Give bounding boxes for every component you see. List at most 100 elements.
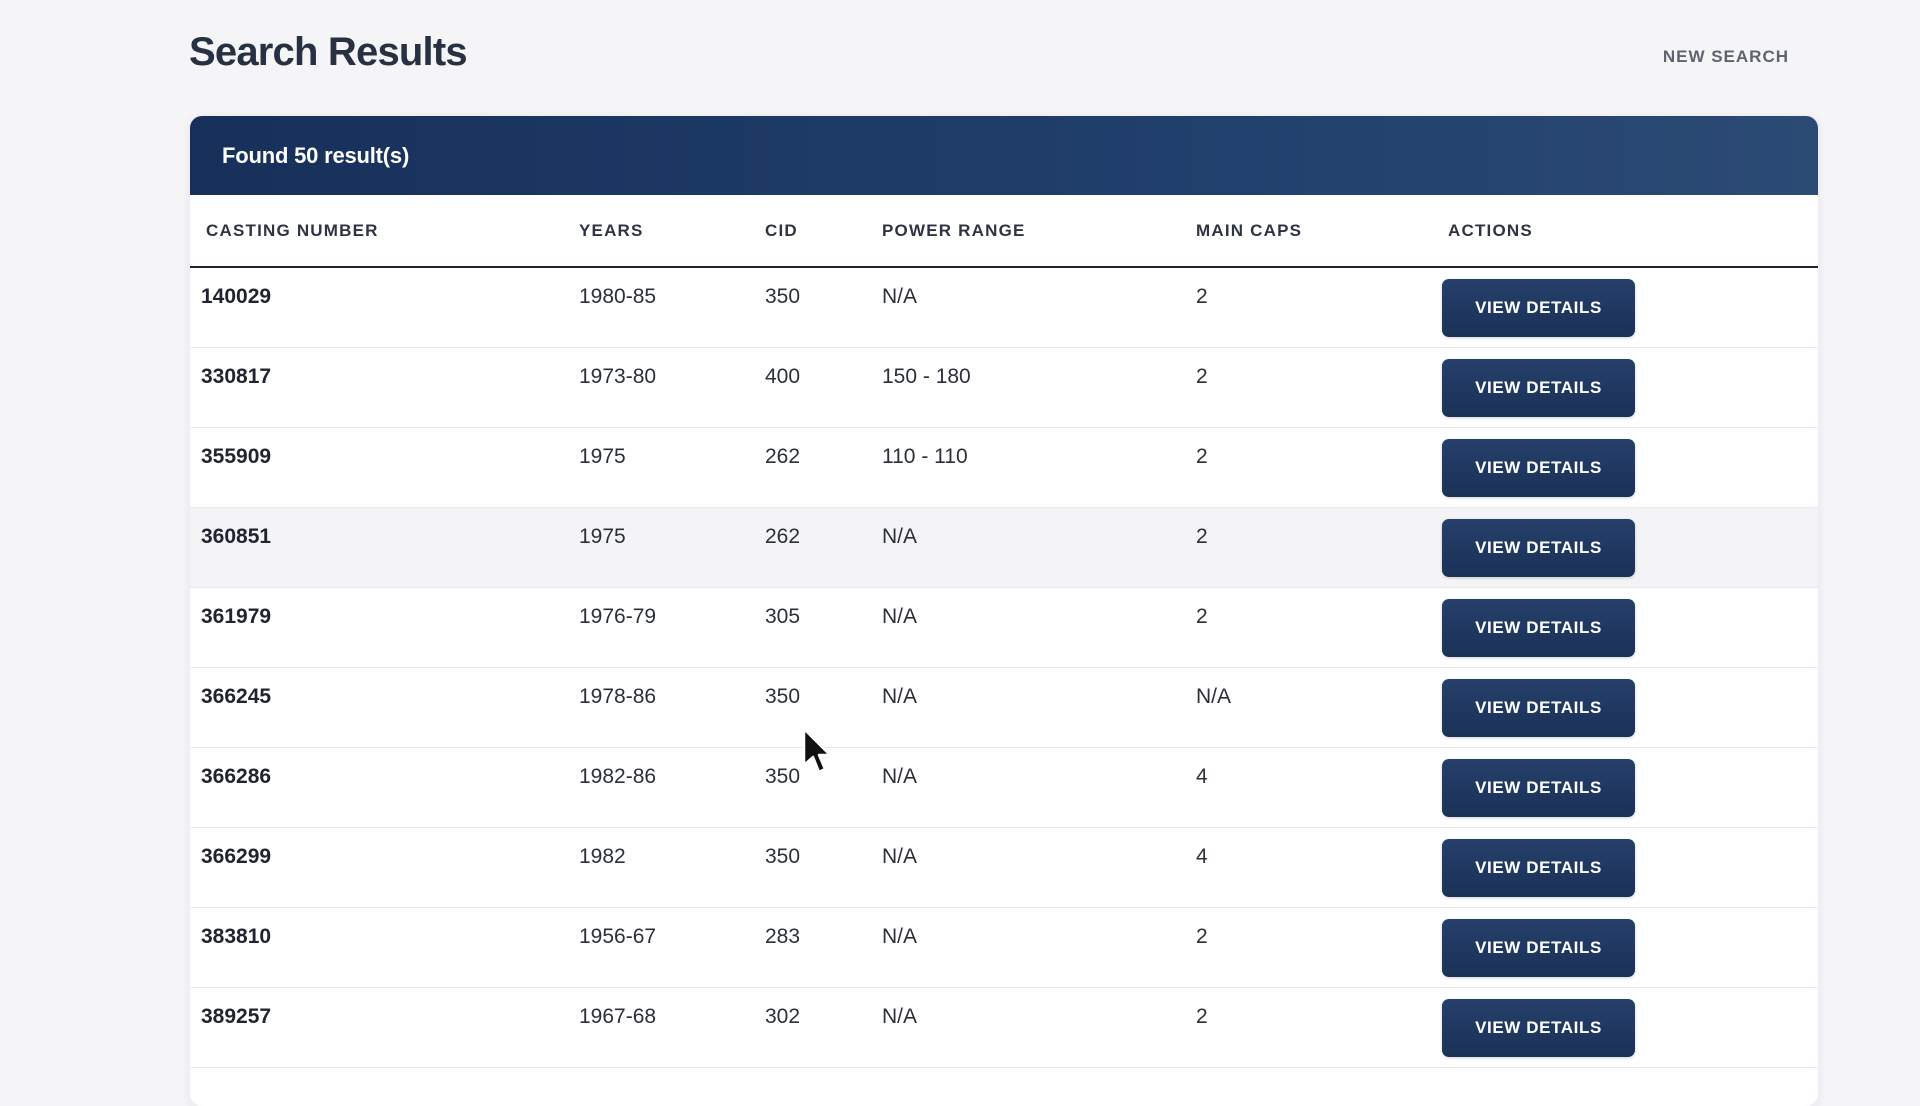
view-details-button[interactable]: VIEW DETAILS	[1442, 758, 1635, 817]
years-cell-text: 1982	[579, 845, 626, 868]
actions-cell: VIEW DETAILS	[1442, 587, 1818, 668]
years-cell: 1967-68	[579, 987, 765, 1068]
power-range-cell-text: N/A	[882, 925, 918, 948]
casting-number-cell: 366286	[190, 747, 579, 828]
result-count: Found 50 result(s)	[222, 142, 410, 168]
main-caps-cell: 4	[1196, 747, 1448, 828]
column-header-power-range: POWER RANGE	[882, 195, 1196, 268]
power-range-cell: N/A	[882, 987, 1196, 1068]
main-caps-cell: 4	[1196, 827, 1448, 908]
cid-cell-text: 350	[765, 845, 801, 868]
column-header-cid: CID	[765, 195, 882, 268]
table-row: 383810 1956-67 283 N/A 2 VIEW DETAILS	[190, 907, 1818, 988]
actions-cell: VIEW DETAILS	[1442, 507, 1818, 588]
power-range-cell: N/A	[882, 667, 1196, 748]
cid-cell: 350	[765, 747, 882, 828]
years-cell: 1975	[579, 427, 765, 508]
casting-number-cell-text: 140029	[201, 285, 272, 308]
casting-number-cell: 383810	[190, 907, 579, 988]
years-cell-text: 1975	[579, 525, 626, 548]
power-range-cell: 110 - 110	[882, 427, 1196, 508]
new-search-link[interactable]: NEW SEARCH	[1662, 47, 1789, 66]
view-details-button[interactable]: VIEW DETAILS	[1442, 358, 1635, 417]
main-caps-cell: 2	[1196, 427, 1448, 508]
cid-cell: 262	[765, 427, 882, 508]
power-range-cell-text: N/A	[882, 685, 918, 708]
years-cell: 1975	[579, 507, 765, 588]
view-details-button[interactable]: VIEW DETAILS	[1442, 518, 1635, 577]
years-cell: 1980-85	[579, 267, 765, 348]
casting-number-cell-text: 355909	[201, 445, 272, 468]
cid-cell: 262	[765, 507, 882, 588]
main-caps-cell: 2	[1196, 267, 1448, 348]
casting-number-cell-text: 360851	[201, 525, 272, 548]
years-cell-text: 1978-86	[579, 685, 657, 708]
actions-cell: VIEW DETAILS	[1442, 747, 1818, 828]
cid-cell: 350	[765, 267, 882, 348]
main-caps-cell-text: 2	[1196, 365, 1208, 388]
cid-cell: 283	[765, 907, 882, 988]
years-cell-text: 1975	[579, 445, 626, 468]
main-caps-cell-text: N/A	[1196, 685, 1232, 708]
casting-number-cell: 355909	[190, 427, 579, 508]
actions-cell: VIEW DETAILS	[1442, 987, 1818, 1068]
casting-number-cell-text: 366299	[201, 845, 272, 868]
view-details-button[interactable]: VIEW DETAILS	[1442, 918, 1635, 977]
years-cell-text: 1982-86	[579, 765, 657, 788]
years-cell-text: 1956-67	[579, 925, 657, 948]
casting-number-cell: 389257	[190, 987, 579, 1068]
cid-cell: 350	[765, 667, 882, 748]
main-caps-cell: 2	[1196, 987, 1448, 1068]
table-row: 361979 1976-79 305 N/A 2 VIEW DETAILS	[190, 587, 1818, 668]
view-details-button[interactable]: VIEW DETAILS	[1442, 278, 1635, 337]
main-caps-cell: 2	[1196, 587, 1448, 668]
power-range-cell: N/A	[882, 747, 1196, 828]
view-details-button[interactable]: VIEW DETAILS	[1442, 598, 1635, 657]
casting-number-cell-text: 361979	[201, 605, 272, 628]
years-cell: 1956-67	[579, 907, 765, 988]
power-range-cell-text: 110 - 110	[882, 445, 968, 468]
main-caps-cell-text: 2	[1196, 605, 1208, 628]
cid-cell-text: 400	[765, 365, 801, 388]
page-title: Search Results	[189, 30, 468, 74]
results-card: Found 50 result(s) CASTING NUMBER YEARS …	[190, 116, 1818, 1106]
years-cell-text: 1973-80	[579, 365, 657, 388]
results-table: CASTING NUMBER YEARS CID POWER RANGE MAI…	[190, 195, 1818, 1068]
power-range-cell-text: N/A	[882, 845, 918, 868]
view-details-button[interactable]: VIEW DETAILS	[1442, 998, 1635, 1057]
page-header: Search Results NEW SEARCH	[189, 28, 1789, 88]
power-range-cell-text: N/A	[882, 1005, 918, 1028]
power-range-cell: N/A	[882, 587, 1196, 668]
results-header: Found 50 result(s)	[190, 116, 1818, 195]
main-caps-cell: 2	[1196, 907, 1448, 988]
actions-cell: VIEW DETAILS	[1442, 907, 1818, 988]
main-caps-cell: N/A	[1196, 667, 1448, 748]
power-range-cell: N/A	[882, 507, 1196, 588]
power-range-cell: N/A	[882, 827, 1196, 908]
main-caps-cell: 2	[1196, 347, 1448, 428]
casting-number-cell: 360851	[190, 507, 579, 588]
cid-cell: 302	[765, 987, 882, 1068]
cid-cell: 305	[765, 587, 882, 668]
column-header-casting-number: CASTING NUMBER	[190, 195, 579, 268]
casting-number-cell-text: 366245	[201, 685, 272, 708]
power-range-cell-text: 150 - 180	[882, 365, 971, 388]
casting-number-cell-text: 383810	[201, 925, 272, 948]
main-caps-cell-text: 2	[1196, 525, 1208, 548]
main-caps-cell-text: 4	[1196, 845, 1208, 868]
cid-cell-text: 350	[765, 685, 801, 708]
casting-number-cell-text: 330817	[201, 365, 272, 388]
table-header-row: CASTING NUMBER YEARS CID POWER RANGE MAI…	[190, 195, 1818, 268]
cid-cell: 400	[765, 347, 882, 428]
view-details-button[interactable]: VIEW DETAILS	[1442, 438, 1635, 497]
column-header-years: YEARS	[579, 195, 765, 268]
table-row: 366245 1978-86 350 N/A N/A VIEW DETAILS	[190, 667, 1818, 748]
actions-cell: VIEW DETAILS	[1442, 267, 1818, 348]
power-range-cell-text: N/A	[882, 285, 918, 308]
results-table-body: 140029 1980-85 350 N/A 2 VIEW DETAILS 330817 19…	[190, 267, 1818, 1068]
view-details-button[interactable]: VIEW DETAILS	[1442, 678, 1635, 737]
years-cell-text: 1976-79	[579, 605, 657, 628]
power-range-cell-text: N/A	[882, 605, 918, 628]
view-details-button[interactable]: VIEW DETAILS	[1442, 838, 1635, 897]
years-cell: 1982-86	[579, 747, 765, 828]
